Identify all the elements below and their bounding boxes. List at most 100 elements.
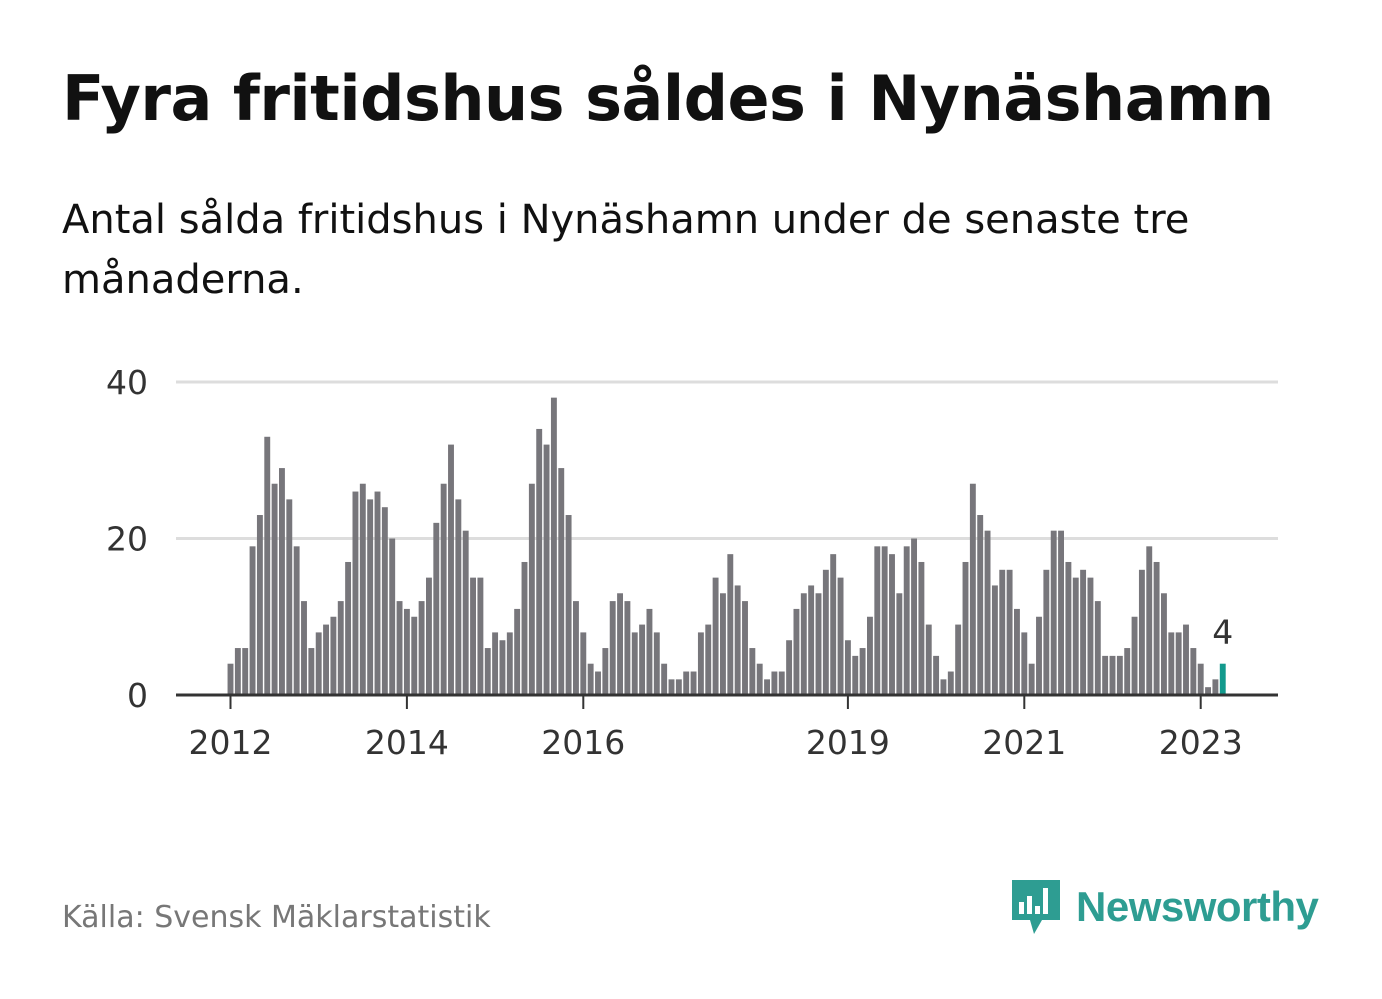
bar xyxy=(264,436,271,695)
bar xyxy=(1205,687,1211,695)
x-axis-ticks: 2012 2014 2016 2019 2021 2023 xyxy=(189,695,1243,762)
bar xyxy=(330,616,337,695)
x-tick-label: 2023 xyxy=(1159,723,1243,762)
bar xyxy=(595,671,601,695)
bar xyxy=(499,640,506,695)
bar xyxy=(1153,561,1160,695)
bar-latest xyxy=(1219,663,1226,695)
bar xyxy=(631,632,638,695)
bar xyxy=(815,593,822,695)
x-tick-label: 2021 xyxy=(982,723,1066,762)
bar xyxy=(462,530,469,695)
bar xyxy=(889,554,895,695)
bar xyxy=(1080,569,1087,695)
bar xyxy=(301,601,307,695)
bar xyxy=(1006,569,1013,695)
bar xyxy=(675,679,682,695)
bar xyxy=(1197,663,1204,695)
y-tick-label: 20 xyxy=(106,520,148,559)
bar xyxy=(984,530,991,695)
bar xyxy=(969,483,976,695)
bar xyxy=(484,648,491,695)
bar xyxy=(771,671,778,695)
bar xyxy=(543,444,550,695)
bar xyxy=(271,483,278,695)
bar xyxy=(837,577,844,696)
bar xyxy=(742,601,748,695)
bar xyxy=(1138,569,1145,695)
bar xyxy=(962,561,969,695)
bar xyxy=(720,593,726,695)
bar xyxy=(1065,561,1072,695)
bar xyxy=(455,499,462,696)
x-tick-label: 2019 xyxy=(806,723,890,762)
bar xyxy=(646,608,653,695)
brand-name: Newsworthy xyxy=(1076,883,1319,930)
bar xyxy=(786,640,793,695)
bar xyxy=(1021,632,1028,695)
bar xyxy=(440,483,447,695)
bar xyxy=(1014,608,1020,695)
bar xyxy=(396,601,403,695)
bar xyxy=(1116,655,1123,696)
bar xyxy=(492,632,499,695)
bar xyxy=(315,632,322,695)
bar xyxy=(844,640,851,695)
bar xyxy=(859,648,866,695)
bar xyxy=(822,569,829,695)
bars xyxy=(227,397,1226,696)
source-note: Källa: Svensk Mäklarstatistik xyxy=(62,900,491,935)
bar xyxy=(609,601,616,695)
bar xyxy=(617,593,623,695)
bar xyxy=(705,624,712,695)
newsworthy-logo-icon xyxy=(1012,880,1060,934)
bar xyxy=(624,601,631,695)
bar xyxy=(690,671,697,695)
bar xyxy=(1124,648,1131,695)
bar xyxy=(778,671,785,695)
bar xyxy=(925,624,932,695)
bar xyxy=(661,663,668,695)
bar xyxy=(800,593,807,695)
bar xyxy=(448,444,454,695)
bar xyxy=(756,663,763,695)
y-tick-label: 40 xyxy=(106,363,148,402)
bar xyxy=(1102,655,1109,696)
bar xyxy=(345,561,352,695)
bar xyxy=(1161,593,1167,695)
bar xyxy=(367,499,374,696)
bar xyxy=(712,577,719,696)
x-tick-label: 2014 xyxy=(365,723,449,762)
bar xyxy=(426,577,432,696)
bar xyxy=(1146,546,1153,695)
bar xyxy=(940,679,947,695)
bar xyxy=(506,632,513,695)
bar xyxy=(1175,632,1182,695)
bar xyxy=(999,569,1006,695)
bar xyxy=(668,679,675,695)
bar xyxy=(352,491,359,695)
bar xyxy=(418,601,425,695)
bar xyxy=(830,554,837,695)
bar xyxy=(227,663,234,695)
bar xyxy=(683,671,690,695)
bar xyxy=(337,601,344,695)
bar xyxy=(308,648,315,695)
bar xyxy=(477,577,484,696)
newsworthy-logo: Newsworthy xyxy=(1010,878,1319,936)
bar xyxy=(389,538,396,695)
bar xyxy=(977,515,984,695)
bar xyxy=(580,632,587,695)
bar xyxy=(947,671,954,695)
bar xyxy=(1168,632,1175,695)
bar xyxy=(1212,679,1219,695)
bar xyxy=(749,648,756,695)
bar xyxy=(359,483,366,695)
bar xyxy=(279,468,285,695)
bar xyxy=(867,616,873,695)
bar xyxy=(852,655,859,696)
bar xyxy=(653,632,660,695)
y-axis-ticks: 0 20 40 xyxy=(106,363,148,715)
bar xyxy=(639,624,646,695)
bar xyxy=(808,585,815,695)
